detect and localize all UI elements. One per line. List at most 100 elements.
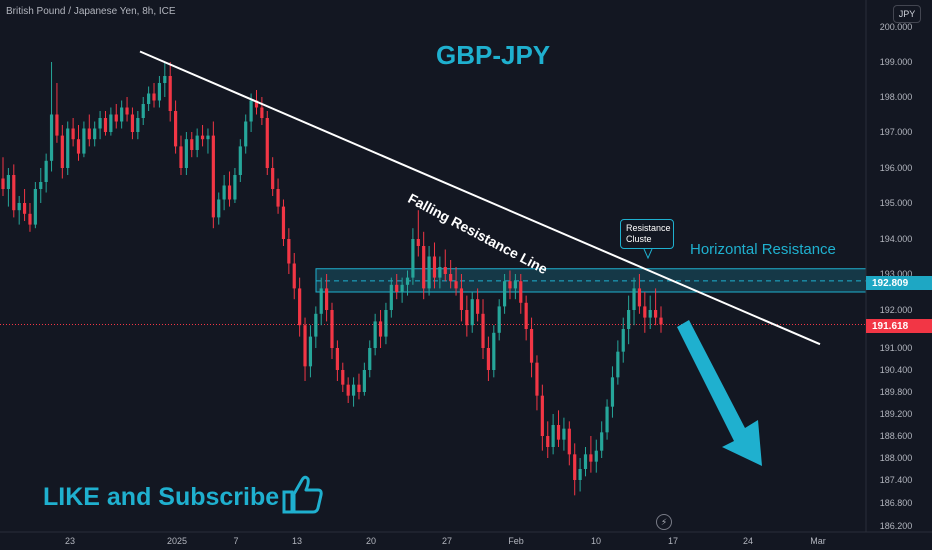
candle bbox=[357, 373, 361, 400]
x-tick-label: 23 bbox=[65, 536, 75, 546]
candle-body bbox=[567, 428, 571, 455]
candle-body bbox=[556, 425, 561, 440]
candle-body bbox=[341, 370, 345, 385]
candle bbox=[265, 111, 269, 175]
candle-body bbox=[22, 203, 27, 214]
candle bbox=[60, 125, 64, 179]
candle bbox=[17, 196, 21, 225]
y-tick-label: 188.000 bbox=[880, 453, 913, 463]
candle-body bbox=[648, 310, 652, 318]
candle bbox=[33, 182, 37, 229]
candle bbox=[654, 288, 658, 326]
candle bbox=[605, 399, 609, 440]
candle bbox=[276, 178, 280, 214]
candle bbox=[130, 107, 135, 140]
resistance-cluster-callout: Resistance Cluste bbox=[620, 219, 674, 249]
candle-body bbox=[66, 128, 70, 168]
candle bbox=[93, 121, 97, 147]
candle-body bbox=[163, 76, 167, 83]
candle-body bbox=[109, 114, 113, 132]
candle bbox=[648, 295, 652, 329]
candle-body bbox=[357, 384, 361, 392]
candle bbox=[330, 302, 334, 359]
candle-body bbox=[147, 93, 151, 104]
candle bbox=[384, 302, 388, 345]
y-tick-label: 193.000 bbox=[880, 269, 913, 279]
candle bbox=[583, 447, 588, 477]
candle bbox=[325, 274, 329, 322]
candle bbox=[238, 139, 242, 182]
candle bbox=[486, 336, 491, 381]
candle-body bbox=[233, 175, 237, 200]
x-tick-label: Mar bbox=[810, 536, 826, 546]
candle bbox=[141, 97, 145, 125]
y-tick-label: 196.000 bbox=[880, 163, 913, 173]
candle-body bbox=[71, 128, 75, 140]
candle bbox=[200, 125, 205, 147]
candle-body bbox=[502, 281, 507, 307]
candle bbox=[551, 414, 555, 455]
candle-body bbox=[227, 185, 232, 200]
candle-body bbox=[422, 246, 426, 289]
candle-body bbox=[627, 310, 631, 329]
y-tick-label: 199.000 bbox=[880, 57, 913, 67]
candle-body bbox=[378, 321, 383, 337]
candle bbox=[659, 306, 663, 333]
symbol-label[interactable]: British Pound / Japanese Yen, 8h, ICE bbox=[6, 6, 176, 17]
candle bbox=[529, 317, 534, 378]
candle bbox=[600, 421, 604, 458]
candle-body bbox=[120, 107, 124, 122]
candle-body bbox=[551, 425, 555, 447]
candle bbox=[22, 189, 27, 221]
candle-body bbox=[17, 203, 21, 211]
candle-body bbox=[173, 111, 178, 147]
candle bbox=[497, 299, 501, 341]
candle bbox=[163, 62, 167, 97]
flash-icon[interactable]: ⚡ bbox=[656, 514, 672, 530]
candle bbox=[173, 100, 178, 154]
candle bbox=[637, 274, 642, 314]
y-tick-label: 194.000 bbox=[880, 234, 913, 244]
x-tick-label: Feb bbox=[508, 536, 524, 546]
candle-body bbox=[600, 432, 604, 451]
candle bbox=[481, 299, 485, 359]
candle bbox=[502, 274, 507, 314]
candle bbox=[6, 168, 10, 207]
callout-line-2: Cluste bbox=[626, 234, 652, 244]
candle bbox=[627, 295, 631, 345]
callout-pointer bbox=[643, 248, 653, 260]
candle bbox=[227, 171, 232, 207]
x-tick-label: 10 bbox=[591, 536, 601, 546]
candle-body bbox=[632, 288, 636, 310]
candle bbox=[195, 128, 199, 158]
candle bbox=[567, 421, 571, 466]
candle bbox=[157, 76, 162, 108]
candle-body bbox=[303, 325, 307, 367]
candle-body bbox=[529, 329, 534, 363]
candle-body bbox=[114, 114, 118, 122]
candle-body bbox=[217, 199, 221, 218]
candle-body bbox=[513, 281, 517, 289]
trendline-layer bbox=[139, 50, 821, 346]
candle-body bbox=[28, 213, 32, 225]
candle-body bbox=[654, 310, 658, 318]
candle bbox=[12, 164, 16, 218]
candle bbox=[98, 111, 102, 140]
candle-body bbox=[157, 83, 162, 101]
candle bbox=[632, 277, 636, 326]
candle-body bbox=[330, 310, 334, 348]
x-tick-label: 7 bbox=[233, 536, 238, 546]
candle bbox=[125, 97, 129, 122]
candle bbox=[147, 86, 151, 111]
currency-badge[interactable]: JPY bbox=[893, 5, 921, 23]
candle bbox=[103, 111, 108, 136]
candle bbox=[287, 228, 291, 274]
candle bbox=[405, 270, 410, 296]
candle-body bbox=[87, 128, 91, 140]
candle bbox=[535, 355, 539, 411]
candle bbox=[244, 114, 248, 154]
candle bbox=[573, 443, 577, 496]
candle-body bbox=[637, 288, 642, 307]
x-axis: 23 2025 7 13 20 27 Feb 10 17 24 Mar bbox=[0, 531, 932, 546]
